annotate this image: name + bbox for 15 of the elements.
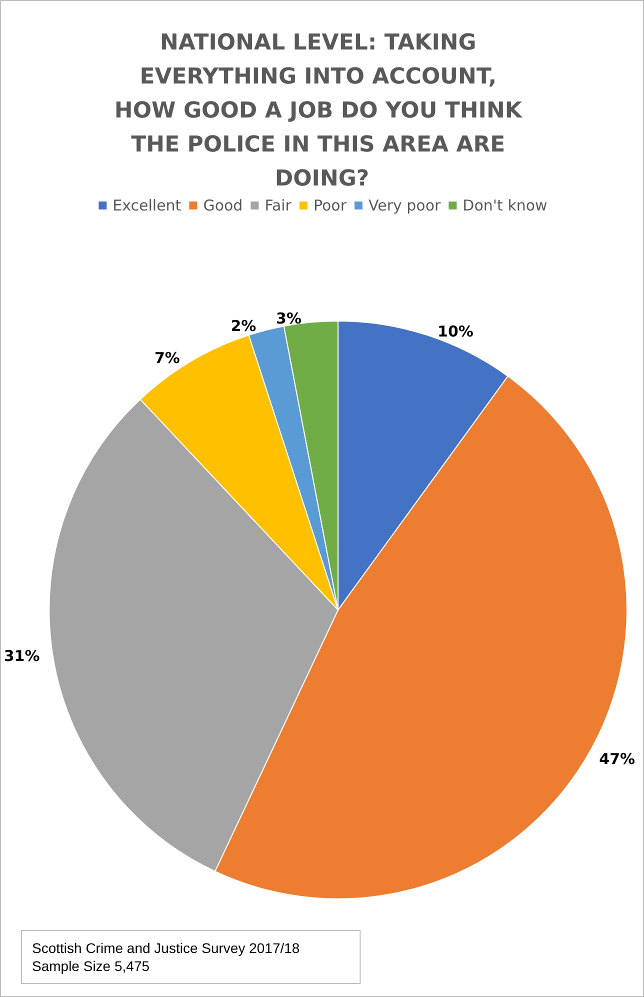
data-label: 47%	[599, 750, 636, 768]
data-label: 2%	[230, 317, 256, 336]
chart-title: NATIONAL LEVEL: TAKING EVERYTHING INTO ACCOUNT, HOW GOOD A JOB DO YOU THINK THE POLICE IN THIS AREA ARE DOING?	[114, 30, 530, 192]
legend-label: Don't know	[462, 196, 548, 214]
legend-label: Very poor	[368, 196, 442, 214]
text: Sample Size 5,475	[32, 958, 150, 974]
data-label: 7%	[154, 348, 180, 367]
legend-label: Fair	[264, 196, 292, 214]
legend-label: Poor	[313, 196, 348, 214]
legend-label: Excellent	[112, 196, 182, 214]
data-label: 3%	[276, 309, 302, 328]
legend-label: Good	[203, 196, 243, 214]
data-label: 31%	[4, 646, 40, 665]
text: Scottish Crime and Justice Survey 2017/18	[32, 940, 300, 956]
data-label: 10%	[438, 322, 474, 340]
